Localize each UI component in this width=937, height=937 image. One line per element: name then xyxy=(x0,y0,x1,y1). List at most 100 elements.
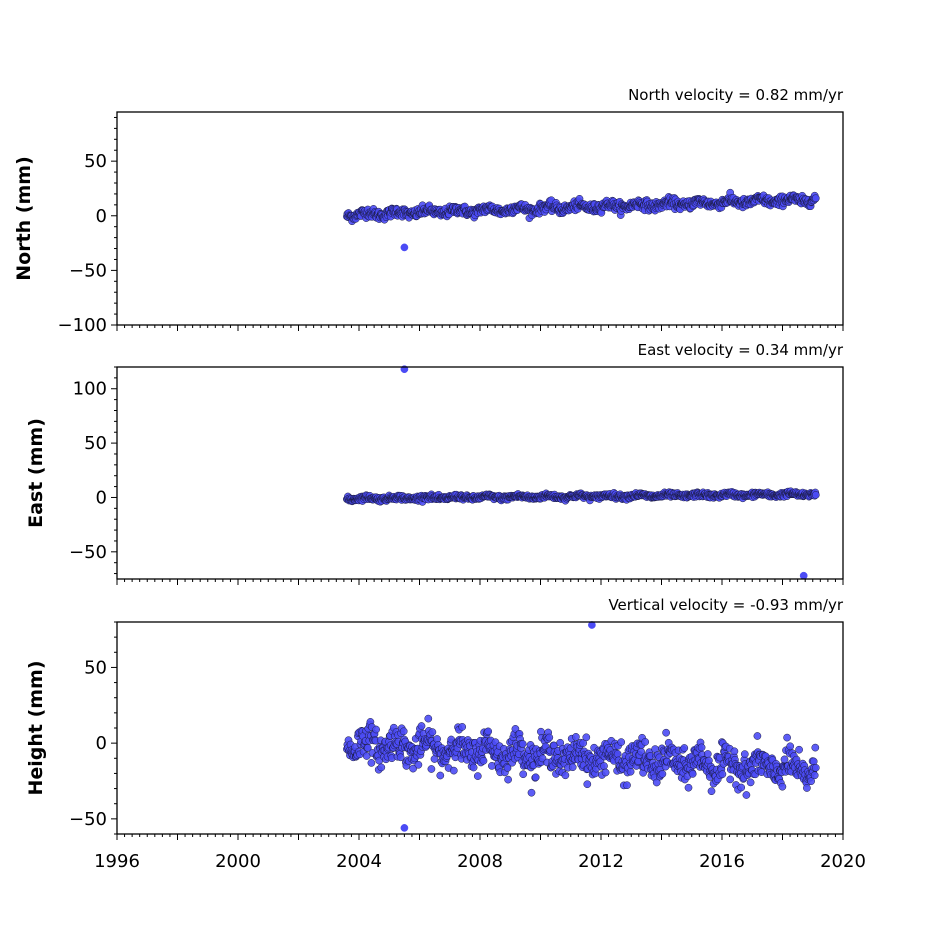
data-point xyxy=(458,723,467,731)
y-axis-label: North (mm) xyxy=(13,156,35,281)
data-point xyxy=(810,771,819,780)
x-tick-label: 2012 xyxy=(578,851,624,872)
data-point xyxy=(746,778,755,787)
data-point xyxy=(527,788,536,797)
data-point xyxy=(449,766,458,775)
data-point xyxy=(803,784,811,792)
data-point xyxy=(583,780,592,789)
x-tick-label: 2020 xyxy=(820,851,866,872)
data-point xyxy=(572,733,580,741)
y-tick-label: −50 xyxy=(69,260,107,281)
data-point xyxy=(414,760,423,769)
data-point xyxy=(658,770,667,778)
panel-3: 50 0 −50 Vertical velocity = -0.93 mm/yr Hei… xyxy=(25,596,866,872)
x-ticks xyxy=(116,579,844,585)
data-point xyxy=(737,783,746,792)
data-point xyxy=(742,791,751,799)
data-point xyxy=(780,755,789,764)
data-points xyxy=(343,365,820,579)
data-point xyxy=(613,750,622,758)
panel-1: 50 0 −50 −100 North velocity = 0.82 mm/yr Nor… xyxy=(13,86,844,336)
data-point xyxy=(430,755,439,763)
panel-title: North velocity = 0.82 mm/yr xyxy=(628,86,844,104)
data-point xyxy=(503,764,512,772)
outlier-point xyxy=(400,243,409,252)
data-point xyxy=(626,767,635,776)
data-point xyxy=(807,777,815,786)
panel-2: 100 50 0 −50 East velocity = 0.34 mm/yr East … xyxy=(25,341,844,585)
data-point xyxy=(795,745,803,754)
data-point xyxy=(518,740,527,748)
y-tick-label: −50 xyxy=(69,809,107,830)
y-tick-label: 0 xyxy=(96,206,107,227)
data-point xyxy=(396,753,405,762)
data-point xyxy=(730,747,739,756)
data-point xyxy=(811,763,820,772)
data-point xyxy=(568,763,577,772)
panel-title: East velocity = 0.34 mm/yr xyxy=(638,341,844,359)
data-point xyxy=(409,764,417,773)
data-point xyxy=(479,756,488,765)
data-point xyxy=(436,771,445,780)
y-tick-label: 100 xyxy=(73,379,107,400)
data-point xyxy=(473,772,482,780)
data-point xyxy=(641,738,650,746)
axes-frame xyxy=(116,366,844,580)
data-point xyxy=(783,733,791,742)
panel-title: Vertical velocity = -0.93 mm/yr xyxy=(608,596,843,614)
data-point xyxy=(811,194,820,203)
data-point xyxy=(582,733,591,742)
data-point xyxy=(623,781,631,790)
data-point xyxy=(600,762,608,770)
y-ticks xyxy=(111,366,117,575)
data-point xyxy=(372,725,380,734)
x-tick-label: 2000 xyxy=(215,851,261,872)
y-axis-label: East (mm) xyxy=(25,418,47,528)
data-point xyxy=(417,722,426,730)
data-point xyxy=(561,771,570,780)
y-tick-label: −100 xyxy=(58,315,107,336)
axes-frame xyxy=(116,621,844,835)
data-point xyxy=(778,782,787,791)
y-ticks xyxy=(111,621,117,835)
data-point xyxy=(652,778,661,787)
y-tick-label: 0 xyxy=(96,733,107,754)
x-ticks xyxy=(116,325,844,331)
data-point xyxy=(399,727,408,736)
data-point xyxy=(726,775,735,784)
outlier-point xyxy=(799,571,808,579)
y-tick-label: −50 xyxy=(69,542,107,563)
axes-frame xyxy=(116,111,844,326)
data-point xyxy=(688,770,697,778)
data-point xyxy=(680,744,689,752)
data-point xyxy=(367,759,376,767)
y-tick-label: 50 xyxy=(84,151,107,172)
data-point xyxy=(531,773,540,782)
data-point xyxy=(811,491,820,499)
data-points xyxy=(343,188,820,252)
data-point xyxy=(377,763,386,772)
data-point xyxy=(427,765,436,773)
data-point xyxy=(662,728,670,737)
y-tick-label: 50 xyxy=(84,433,107,454)
y-ticks xyxy=(111,116,117,326)
data-point xyxy=(363,744,372,752)
data-point xyxy=(545,733,554,742)
data-point xyxy=(707,787,716,796)
data-point xyxy=(484,727,493,736)
x-tick-label: 2004 xyxy=(336,851,382,872)
data-point xyxy=(424,714,433,723)
data-point xyxy=(740,750,749,758)
x-ticks xyxy=(116,834,844,840)
data-point xyxy=(753,732,762,740)
data-point xyxy=(519,770,528,779)
data-point xyxy=(469,763,478,772)
x-tick-label: 2008 xyxy=(457,851,503,872)
data-point xyxy=(697,743,706,752)
y-tick-label: 50 xyxy=(84,657,107,678)
data-point xyxy=(684,783,693,792)
data-points xyxy=(343,621,820,832)
data-point xyxy=(811,743,820,752)
x-tick-label: 2016 xyxy=(699,851,745,872)
data-point xyxy=(601,768,610,777)
